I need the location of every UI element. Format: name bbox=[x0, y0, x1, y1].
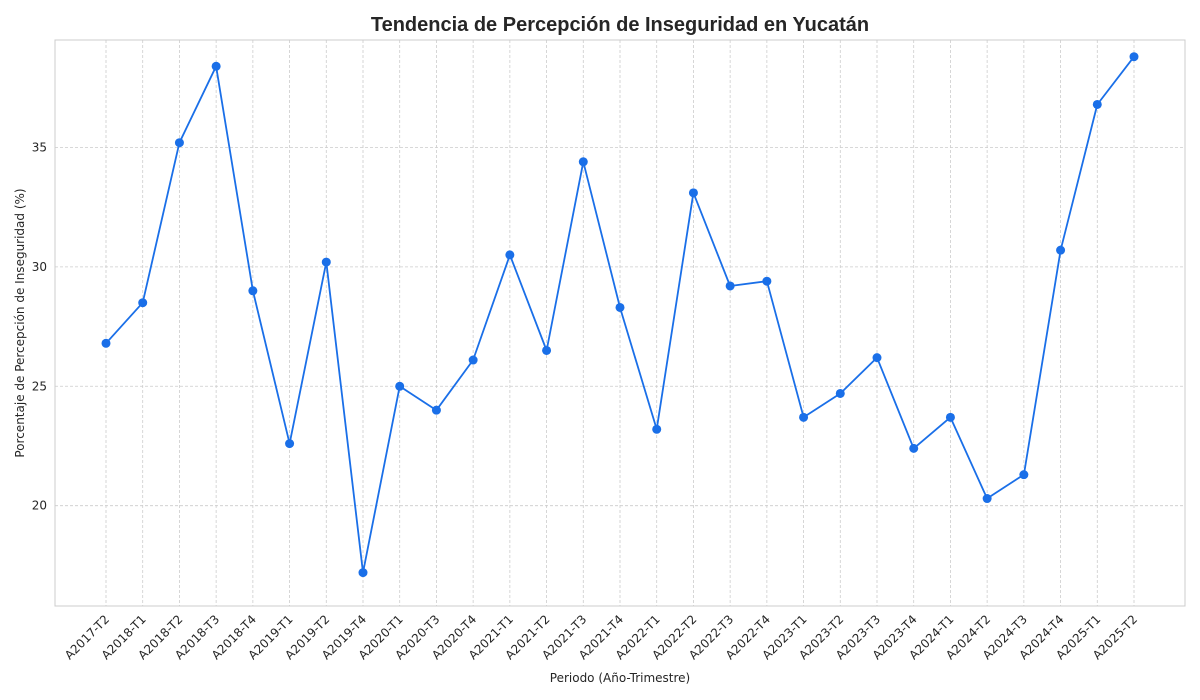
data-point bbox=[982, 494, 992, 504]
y-axis-ticks: 20 25 30 35 bbox=[32, 140, 47, 512]
data-point bbox=[909, 443, 919, 453]
data-point bbox=[872, 353, 882, 363]
data-point bbox=[211, 61, 221, 71]
data-point bbox=[762, 276, 772, 286]
data-point bbox=[835, 388, 845, 398]
data-point bbox=[688, 188, 698, 198]
data-point bbox=[138, 298, 148, 308]
y-tick-label: 20 bbox=[32, 499, 47, 513]
data-point bbox=[652, 424, 662, 434]
data-point bbox=[101, 338, 111, 348]
x-axis-label: Periodo (Año-Trimestre) bbox=[550, 671, 690, 685]
data-point bbox=[505, 250, 515, 260]
y-tick-label: 35 bbox=[32, 140, 47, 154]
data-point bbox=[542, 345, 552, 355]
y-tick-label: 25 bbox=[32, 379, 47, 393]
data-point bbox=[285, 439, 295, 449]
data-point bbox=[358, 568, 368, 578]
data-point bbox=[321, 257, 331, 267]
y-tick-label: 30 bbox=[32, 260, 47, 274]
data-point bbox=[248, 286, 258, 296]
data-point bbox=[1019, 470, 1029, 480]
data-point bbox=[799, 412, 809, 422]
chart-title: Tendencia de Percepción de Inseguridad e… bbox=[371, 14, 869, 36]
series-layer bbox=[101, 52, 1139, 578]
y-axis-label: Porcentaje de Percepción de Inseguridad … bbox=[13, 188, 27, 457]
data-point bbox=[725, 281, 735, 291]
data-point bbox=[945, 412, 955, 422]
x-axis-ticks: A2017-T2A2018-T1A2018-T2A2018-T3A2018-T4… bbox=[62, 612, 1140, 662]
data-point bbox=[578, 157, 588, 167]
data-point bbox=[468, 355, 478, 365]
grid bbox=[55, 40, 1185, 606]
data-point bbox=[615, 302, 625, 312]
data-point bbox=[1092, 99, 1102, 109]
data-point bbox=[1129, 52, 1139, 62]
data-point bbox=[1056, 245, 1066, 255]
data-point bbox=[395, 381, 405, 391]
data-point bbox=[174, 138, 184, 148]
data-point bbox=[431, 405, 441, 415]
plot-frame bbox=[54, 39, 1186, 607]
